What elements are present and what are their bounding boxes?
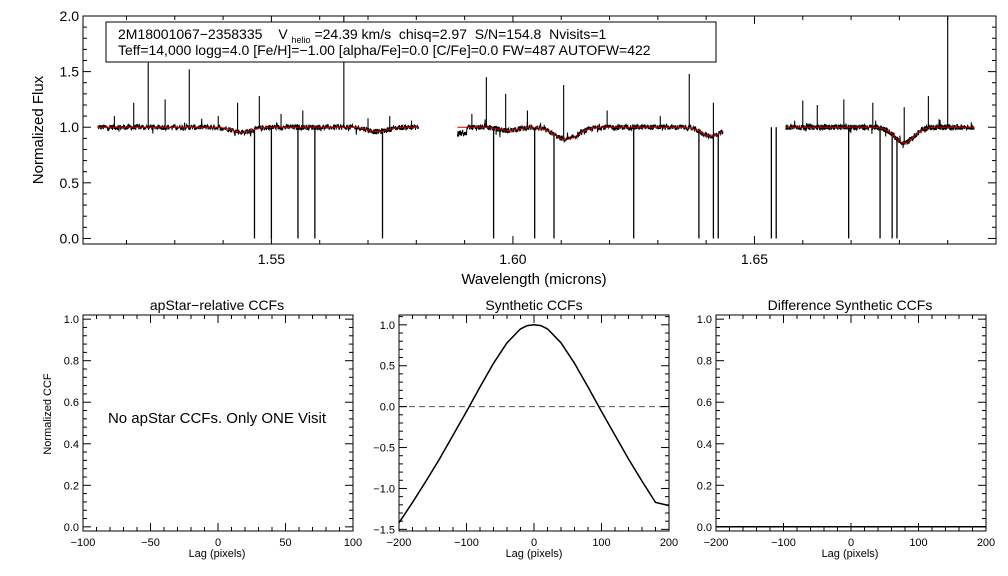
- difference-ccf-axes: −200 −100 0 100 200 0.0 0.2 0.4 0.6 0.8 1.0: [697, 314, 995, 549]
- apstar-ccf-x-axis-label: Lag (pixels): [189, 548, 246, 560]
- spectrum-y-tick-label: 0.0: [60, 230, 80, 246]
- apstar-ccf-panel: apStar−relative CCFs −100 −50 0 50 100 0.0 0.2…: [42, 297, 362, 560]
- apstar-ccf-y-tick-label: 0.8: [64, 356, 79, 368]
- apstar-ccf-x-tick-label: 100: [344, 537, 362, 549]
- apstar-ccf-y-tick-label: 1.0: [64, 314, 79, 326]
- apstar-ccf-x-tick-label: 50: [279, 537, 291, 549]
- annotation-line-2: Teff=14,000 logg=4.0 [Fe/H]=−1.00 [alpha…: [118, 42, 651, 58]
- spectrum-x-tick-label: 1.65: [741, 251, 768, 267]
- difference-ccf-y-tick-label: 0.6: [697, 397, 712, 409]
- synthetic-ccf-y-tick-label: −0.5: [373, 443, 395, 455]
- spectrum-y-tick-label: 0.5: [60, 175, 80, 191]
- difference-ccf-y-tick-label: 1.0: [697, 314, 712, 326]
- apstar-ccf-y-tick-label: 0.6: [64, 397, 79, 409]
- synthetic-ccf-x-axis-label: Lag (pixels): [506, 548, 563, 560]
- spectrum-y-tick-label: 2.0: [60, 8, 80, 24]
- synthetic-ccf-y-tick-label: 1.0: [380, 320, 395, 332]
- synthetic-ccf-x-tick-label: −200: [387, 537, 412, 549]
- difference-ccf-y-tick-label: 0.8: [697, 356, 712, 368]
- annotation-star-id: 2M18001067−2358335: [118, 26, 263, 42]
- difference-ccf-x-tick-label: 200: [977, 537, 995, 549]
- synthetic-ccf-curve: [398, 324, 670, 524]
- difference-ccf-y-tick-label: 0.2: [697, 480, 712, 492]
- synthetic-ccf-y-tick-label: −1.5: [373, 524, 395, 536]
- synthetic-ccf-title: Synthetic CCFs: [485, 297, 582, 313]
- synthetic-ccf-plot-frame: [398, 314, 670, 532]
- spectrum-y-axis-label: Normalized Flux: [30, 75, 47, 184]
- synthetic-ccf-axes: −200 −100 0 100 200 −1.5 −1.0 −0.5 0.0 0.5 1.0: [373, 315, 678, 549]
- spectrum-x-tick-label: 1.60: [499, 251, 526, 267]
- apstar-ccf-message: No apStar CCFs. Only ONE Visit: [108, 410, 327, 427]
- observed-spectrum-line: [456, 119, 724, 144]
- spectrum-plot-frame: [82, 15, 997, 245]
- spectrum-annotation-box: [105, 21, 717, 63]
- spectrum-x-tick-label: 1.55: [258, 251, 285, 267]
- spectrum-x-axis-label: Wavelength (microns): [461, 271, 606, 288]
- spectrum-y-tick-label: 1.0: [60, 119, 80, 135]
- synthetic-ccf-y-tick-label: 0.0: [380, 402, 395, 414]
- synthetic-spectrum-line: [457, 126, 724, 140]
- apstar-ccf-title: apStar−relative CCFs: [150, 297, 284, 313]
- difference-ccf-x-tick-label: 100: [909, 537, 927, 549]
- synthetic-ccf-panel: Synthetic CCFs −200 −100 0 100 200 −1.5 −1.0 −0…: [373, 297, 678, 560]
- apstar-ccf-y-axis-label: Normalized CCF: [42, 373, 54, 455]
- difference-ccf-y-tick-label: 0.0: [697, 522, 712, 534]
- apstar-ccf-axes: −100 −50 0 50 100 0.0 0.2 0.4 0.6 0.8 1.0: [64, 314, 362, 549]
- synthetic-ccf-x-tick-label: 100: [592, 537, 610, 549]
- synthetic-ccf-x-tick-label: 200: [660, 537, 678, 549]
- annotation-stats: =24.39 km/s chisq=2.97 S/N=154.8 Nvisits…: [314, 26, 606, 42]
- synthetic-ccf-x-tick-label: −100: [454, 537, 479, 549]
- difference-ccf-y-tick-label: 0.4: [697, 439, 712, 451]
- apstar-ccf-x-tick-label: −100: [71, 537, 96, 549]
- difference-ccf-plot-frame: [715, 314, 987, 532]
- difference-ccf-x-tick-label: −200: [704, 537, 729, 549]
- synthetic-ccf-y-tick-label: −1.0: [373, 483, 395, 495]
- apstar-ccf-y-tick-label: 0.0: [64, 522, 79, 534]
- difference-ccf-x-tick-label: −100: [771, 537, 796, 549]
- annotation-v-subscript: helio: [292, 35, 311, 45]
- synthetic-spectrum-line: [785, 126, 975, 144]
- spectrum-plot-area: [97, 16, 975, 239]
- difference-ccf-title: Difference Synthetic CCFs: [768, 297, 933, 313]
- apstar-ccf-y-tick-label: 0.4: [64, 439, 79, 451]
- apstar-ccf-y-tick-label: 0.2: [64, 480, 79, 492]
- apstar-ccf-x-tick-label: 0: [215, 537, 221, 549]
- synthetic-spectrum-line: [97, 126, 419, 133]
- annotation-line-1: 2M18001067−2358335 V helio =24.39 km/s c…: [118, 26, 606, 46]
- spectrum-y-tick-label: 1.5: [60, 64, 80, 80]
- difference-ccf-x-tick-label: 0: [848, 537, 854, 549]
- difference-ccf-panel: Difference Synthetic CCFs −200 −100 0 100 20…: [697, 297, 995, 560]
- spectrum-panel: 1.55 1.60 1.65 0.0 0.5 1.0 1.5 2.0 Wavelength (…: [30, 8, 997, 288]
- difference-ccf-x-axis-label: Lag (pixels): [822, 548, 879, 560]
- synthetic-ccf-x-tick-label: 0: [531, 537, 537, 549]
- synthetic-ccf-y-tick-label: 0.5: [380, 361, 395, 373]
- apstar-ccf-x-tick-label: −50: [141, 537, 160, 549]
- annotation-v-symbol: V: [278, 26, 288, 42]
- synthetic-ccf-plot-area: [398, 324, 670, 524]
- spectrum-axes: 1.55 1.60 1.65 0.0 0.5 1.0 1.5 2.0: [60, 8, 996, 267]
